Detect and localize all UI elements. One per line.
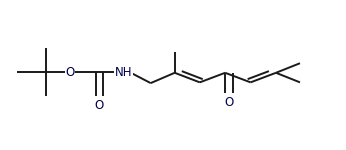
Text: O: O <box>94 99 103 112</box>
Text: O: O <box>224 96 233 109</box>
Text: NH: NH <box>115 66 132 79</box>
Text: O: O <box>65 66 75 79</box>
